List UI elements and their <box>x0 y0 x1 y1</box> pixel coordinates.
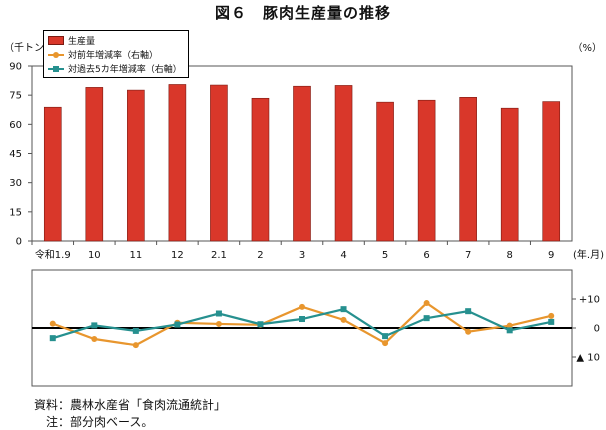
x-tick-label: 9 <box>548 250 554 261</box>
series-point <box>506 322 513 329</box>
x-tick-label: 8 <box>507 250 513 261</box>
right-axis-unit: （%） <box>572 42 602 54</box>
source-note: 資料：農林水産省「食肉流通統計」 <box>34 398 227 412</box>
legend-label: 対過去5カ年増減率（右軸） <box>68 64 182 75</box>
bar <box>85 87 104 242</box>
x-tick-label: 7 <box>465 250 471 261</box>
legend-swatch-line-teal <box>48 64 64 73</box>
bar <box>376 101 394 242</box>
series-point <box>548 318 555 325</box>
x-tick-label: 4 <box>340 250 346 261</box>
bar <box>542 101 561 242</box>
bar <box>210 84 228 242</box>
series-point <box>132 327 139 334</box>
legend-item-yoy: 対前年増減率（右軸） <box>48 48 159 61</box>
x-axis-unit: (年.月) <box>573 248 604 261</box>
y-tick-label: 30 <box>9 178 22 189</box>
bar <box>500 107 519 242</box>
right-tick-label: ▲ 10 <box>576 353 600 364</box>
y-tick-label: 60 <box>9 120 22 131</box>
bar <box>127 89 145 242</box>
series-point <box>382 340 389 347</box>
bar <box>334 85 353 242</box>
series-point <box>257 321 264 328</box>
page-title: 図６ 豚肉生産量の推移 <box>214 4 391 22</box>
x-tick-label: 2.1 <box>211 250 227 261</box>
series-point <box>132 342 139 349</box>
bar <box>293 85 311 242</box>
right-tick-label: +10 <box>579 295 600 306</box>
legend-swatch-line-orange <box>48 50 64 59</box>
x-tick-label: 令和1.9 <box>35 248 71 261</box>
series-point <box>299 316 305 323</box>
bar <box>459 97 477 242</box>
series-point <box>548 312 555 319</box>
x-tick-label: 2 <box>257 250 263 261</box>
series-point <box>49 320 56 327</box>
y-tick-label: 0 <box>16 237 22 248</box>
legend: 生産量 対前年増減率（右軸） 対過去5カ年増減率（右軸） <box>43 30 189 78</box>
x-tick-label: 11 <box>129 250 142 261</box>
bar <box>417 99 436 242</box>
bar <box>43 106 62 242</box>
x-tick-label: 3 <box>299 250 305 261</box>
y-tick-label: 45 <box>9 149 22 160</box>
x-tick-label: 10 <box>88 250 101 261</box>
series-point <box>423 315 430 322</box>
footnote: 注：部分肉ベース。 <box>46 415 154 429</box>
series-point <box>506 327 513 334</box>
legend-item-production: 生産量 <box>48 34 96 47</box>
right-tick-label: 0 <box>594 324 600 335</box>
series-point <box>91 322 98 329</box>
y-axis-unit: （千トン） <box>4 42 54 54</box>
series-point <box>49 335 56 342</box>
x-tick-label: 12 <box>171 250 184 261</box>
bar <box>251 97 270 242</box>
series-point <box>340 316 347 323</box>
series-point <box>465 308 472 315</box>
y-tick-label: 90 <box>9 62 22 73</box>
series-point <box>465 328 472 335</box>
series-point <box>91 336 98 343</box>
series-point <box>340 306 347 313</box>
x-tick-label: 6 <box>423 250 429 261</box>
legend-label: 生産量 <box>68 36 96 47</box>
series-line <box>52 307 552 340</box>
series-point <box>423 300 430 307</box>
series-point <box>215 310 222 317</box>
series-point <box>299 303 305 310</box>
series-point <box>382 333 389 340</box>
legend-label: 対前年増減率（右軸） <box>68 50 159 61</box>
series-point <box>215 320 222 327</box>
bar <box>168 84 187 242</box>
legend-item-5yr: 対過去5カ年増減率（右軸） <box>48 62 182 75</box>
y-tick-label: 15 <box>9 207 22 218</box>
y-tick-label: 75 <box>9 91 22 102</box>
legend-swatch-bar <box>48 35 64 45</box>
series-point <box>174 321 181 328</box>
x-tick-label: 5 <box>382 250 388 261</box>
